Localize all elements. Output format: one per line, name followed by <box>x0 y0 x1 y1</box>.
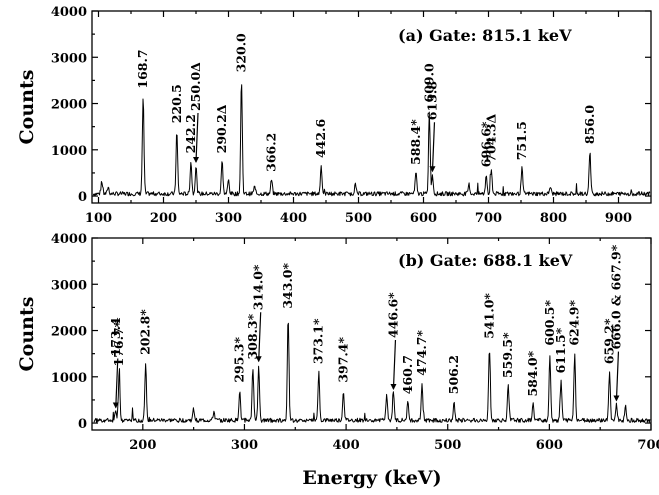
peak-label: 704.3Δ <box>483 113 498 162</box>
peak-label: 314.0* <box>251 264 266 310</box>
peak-arrow <box>115 358 119 408</box>
x-tick-label: 600 <box>536 438 563 453</box>
arrow-head <box>193 156 199 163</box>
x-tick-label: 500 <box>345 211 372 226</box>
peak-label: 320.0 <box>234 33 249 72</box>
peak-label: 588.4* <box>408 119 423 165</box>
peak-label: 460.7 <box>400 355 415 394</box>
peak-label: 696.6* <box>478 121 493 167</box>
peak-label: 173.4 <box>108 317 123 356</box>
x-tick-label: 700 <box>475 211 502 226</box>
panel-b: 200 300 400 500 600 700 0 1000 2000 3000 4000 173.4… <box>51 232 659 453</box>
peak-arrow <box>195 112 199 163</box>
peak-arrow <box>615 351 620 401</box>
x-tick-label: 200 <box>129 438 156 453</box>
peak-label: 613.8 <box>424 81 439 120</box>
peak-label: 856.0 <box>582 105 597 144</box>
y-tick-label: 3000 <box>51 51 87 66</box>
peak-label: 202.8* <box>138 309 153 355</box>
x-tick-label: 300 <box>231 438 258 453</box>
y-tick-label: 1000 <box>51 371 87 386</box>
peak-label: 176.7* <box>111 320 126 366</box>
arrow-head <box>255 356 262 363</box>
plot-frame <box>91 237 652 431</box>
panel-title: (a) Gate: 815.1 keV <box>398 26 572 45</box>
y-tick-label: 3000 <box>51 278 87 293</box>
peak-label: 220.5 <box>169 84 184 123</box>
peak-label: 611.5* <box>553 327 568 373</box>
y-tick-label: 1000 <box>51 144 87 159</box>
spectrum-line <box>93 322 651 423</box>
arrow-head <box>613 395 620 402</box>
panel-a: 100 200 300 400 500 600 700 800 900 0 1000 2000 3000… <box>51 5 652 226</box>
peak-label: 751.5 <box>514 121 529 160</box>
x-axis-title: Energy (keV) <box>302 467 441 489</box>
x-tick-label: 400 <box>280 211 307 226</box>
x-tick-label: 500 <box>434 438 461 453</box>
x-tick-label: 100 <box>85 211 112 226</box>
peak-label: 541.0* <box>481 293 496 339</box>
y-tick-label: 4000 <box>51 232 87 247</box>
peak-label: 168.7 <box>135 49 150 88</box>
peak-label: 397.4* <box>335 337 350 383</box>
peak-label: 609.0 <box>421 63 436 102</box>
y-tick-label: 2000 <box>51 325 87 340</box>
peak-label: 584.0* <box>525 350 540 396</box>
arrow-head <box>390 383 397 390</box>
peak-label: 295.3* <box>232 337 247 383</box>
peak-label: 343.0* <box>280 263 295 309</box>
x-tick-label: 600 <box>410 211 437 226</box>
peak-label: 366.2 <box>264 133 279 172</box>
peak-label: 242.2 <box>183 114 198 153</box>
peak-arrow <box>258 312 262 362</box>
y-axis-title-a: Counts <box>16 70 38 145</box>
peak-label: 250.0Δ <box>188 62 203 111</box>
peak-arrow <box>431 122 436 172</box>
arrow-head <box>429 166 436 173</box>
x-tick-label: 700 <box>637 438 659 453</box>
peak-label: 446.6* <box>385 292 400 338</box>
peak-label: 290.2Δ <box>214 104 229 153</box>
plot-frame <box>91 10 652 204</box>
y-tick-label: 0 <box>78 190 87 205</box>
peak-label: 659.2* <box>602 318 617 364</box>
y-tick-label: 2000 <box>51 98 87 113</box>
x-tick-label: 800 <box>540 211 567 226</box>
y-tick-label: 0 <box>78 417 87 432</box>
peak-label: 373.1* <box>311 318 326 364</box>
peak-label: 559.5* <box>500 332 515 378</box>
peak-label: 624.9* <box>567 300 582 346</box>
peak-label: 308.3* <box>245 313 260 359</box>
peak-label: 600.5* <box>542 300 557 346</box>
peak-label: 474.7* <box>414 330 429 376</box>
peak-label: 442.6 <box>313 119 328 158</box>
peak-label: 666.0 & 667.9* <box>608 244 623 349</box>
panel-title: (b) Gate: 688.1 keV <box>398 251 573 270</box>
x-tick-label: 200 <box>150 211 177 226</box>
x-tick-label: 400 <box>333 438 360 453</box>
y-axis-title-b: Counts <box>16 297 38 372</box>
y-tick-label: 4000 <box>51 5 87 20</box>
x-tick-label: 900 <box>605 211 632 226</box>
spectrum-line <box>92 84 651 197</box>
peak-label: 506.2 <box>446 355 461 394</box>
arrow-head <box>112 402 119 409</box>
x-tick-label: 300 <box>215 211 242 226</box>
peak-arrow <box>392 339 397 390</box>
